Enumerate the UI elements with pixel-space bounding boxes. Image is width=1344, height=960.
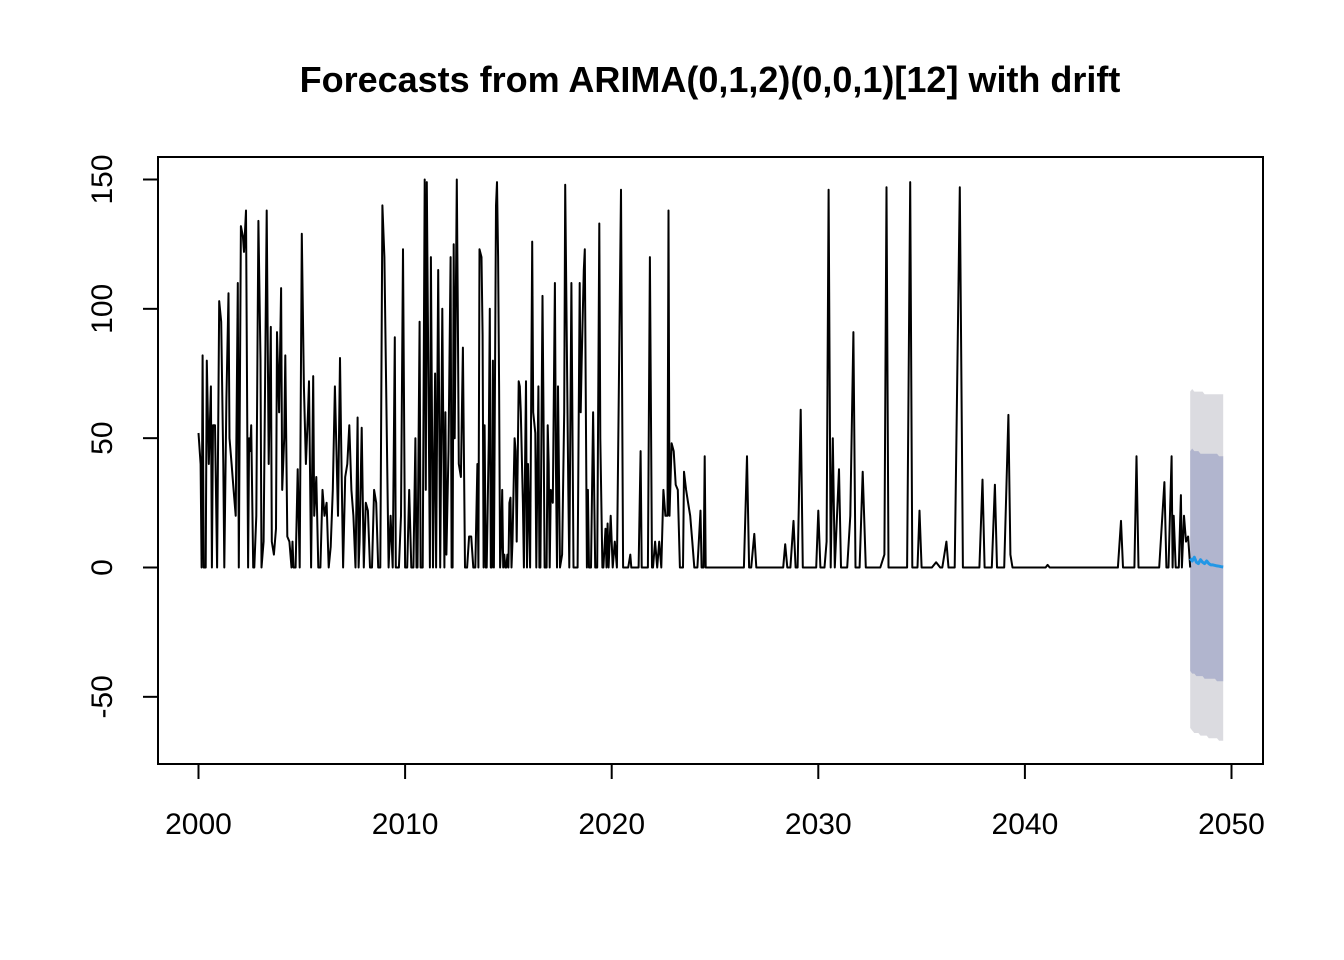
series-lines [197,178,1224,569]
y-tick-label: 100 [86,284,119,334]
forecast-mean-line [1189,555,1224,569]
observed-series-line [197,178,1192,569]
x-tick-label: 2010 [372,808,439,841]
y-axis: -50 0 50 100 150 [86,154,159,719]
band-80 [1190,448,1224,682]
plot-frame [157,156,1264,765]
forecast-bands [1190,389,1224,741]
chart-title: Forecasts from ARIMA(0,1,2)(0,0,1)[12] w… [300,59,1121,100]
x-tick-label: 2050 [1198,808,1265,841]
y-tick-label: 150 [86,154,119,204]
x-tick-label: 2030 [785,808,852,841]
y-tick-label: 50 [86,421,119,454]
x-tick-label: 2020 [578,808,645,841]
y-tick-label: -50 [86,675,119,718]
x-tick-label: 2000 [165,808,232,841]
x-axis: 2000 2010 2020 2030 2040 2050 [165,763,1265,841]
y-tick-label: 0 [86,559,119,576]
x-tick-label: 2040 [992,808,1059,841]
